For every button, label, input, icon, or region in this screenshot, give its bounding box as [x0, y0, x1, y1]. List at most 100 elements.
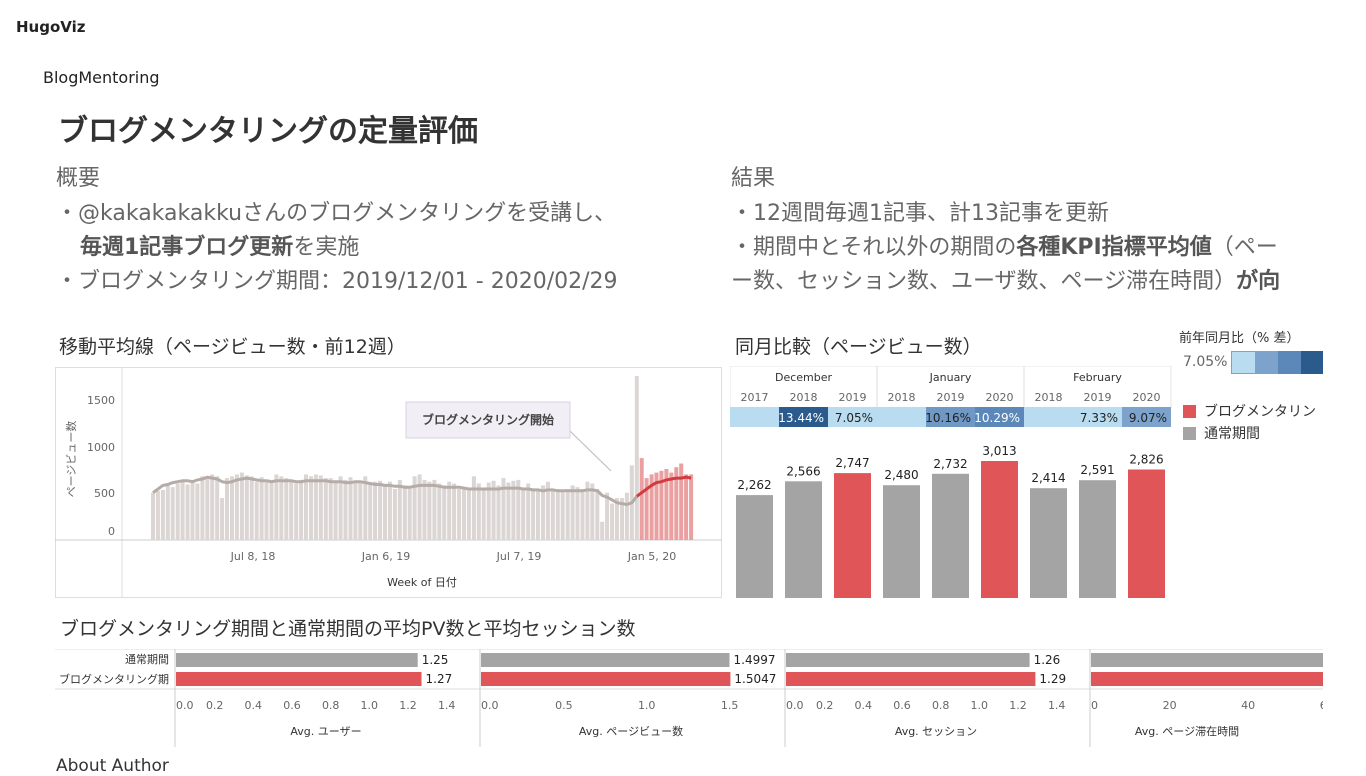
week-bar[interactable]: [200, 476, 204, 540]
week-bar[interactable]: [561, 491, 565, 540]
week-bar[interactable]: [156, 491, 160, 540]
comparison-bar[interactable]: [481, 672, 730, 686]
week-bar[interactable]: [329, 478, 333, 540]
yoy-bar[interactable]: [834, 473, 871, 598]
week-bar[interactable]: [368, 484, 372, 541]
comparison-bar[interactable]: [176, 653, 418, 667]
week-bar[interactable]: [240, 473, 244, 540]
moving-average-chart[interactable]: 1500 1000 500 0 ページビュー数 ブログメンタリング開始 Jul …: [55, 367, 723, 599]
week-bar[interactable]: [220, 498, 224, 540]
week-bar[interactable]: [482, 489, 486, 540]
week-bar[interactable]: [689, 474, 693, 540]
week-bar[interactable]: [393, 489, 397, 540]
yoy-bar[interactable]: [1030, 488, 1067, 598]
yoy-bar[interactable]: [1079, 480, 1116, 598]
week-bar[interactable]: [353, 482, 357, 540]
week-bar[interactable]: [279, 476, 283, 540]
week-bar[interactable]: [610, 504, 614, 540]
comparison-bar[interactable]: [481, 653, 730, 667]
comparison-bar[interactable]: [786, 653, 1030, 667]
week-bar[interactable]: [452, 484, 456, 541]
week-bar[interactable]: [358, 481, 362, 540]
week-bar[interactable]: [373, 482, 377, 540]
week-bar[interactable]: [462, 489, 466, 540]
legend-item-normal[interactable]: 通常期間: [1183, 422, 1323, 444]
week-bar[interactable]: [166, 485, 170, 540]
week-bar[interactable]: [191, 482, 195, 540]
week-bar[interactable]: [595, 489, 599, 540]
week-bar[interactable]: [171, 487, 175, 540]
diff-cell[interactable]: [1024, 407, 1073, 427]
week-bar[interactable]: [590, 484, 594, 541]
week-bar[interactable]: [506, 483, 510, 540]
yoy-bar[interactable]: [932, 474, 969, 598]
week-bar[interactable]: [161, 490, 165, 540]
site-name[interactable]: HugoViz: [16, 18, 86, 36]
week-bar[interactable]: [270, 480, 274, 540]
week-bar[interactable]: [334, 482, 338, 540]
comparison-bar[interactable]: [176, 672, 422, 686]
week-bar[interactable]: [576, 487, 580, 540]
week-bar[interactable]: [388, 482, 392, 540]
week-bar[interactable]: [205, 478, 209, 540]
week-bar[interactable]: [536, 489, 540, 540]
week-bar[interactable]: [600, 522, 604, 540]
week-bar[interactable]: [181, 480, 185, 540]
week-bar[interactable]: [427, 482, 431, 540]
week-bar[interactable]: [684, 474, 688, 540]
week-bar[interactable]: [487, 483, 491, 540]
comparison-chart[interactable]: 通常期間 ブログメンタリング期 1.251.270.0 0.2 0.4 0.6 0.8 1…: [55, 649, 1323, 748]
week-bar[interactable]: [314, 474, 318, 540]
comparison-bar[interactable]: [1091, 653, 1323, 667]
week-bar[interactable]: [437, 484, 441, 541]
week-bar[interactable]: [319, 475, 323, 540]
week-bar[interactable]: [274, 474, 278, 540]
week-bar[interactable]: [408, 487, 412, 540]
week-bar[interactable]: [679, 464, 683, 541]
week-bar[interactable]: [521, 489, 525, 540]
week-bar[interactable]: [581, 489, 585, 540]
week-bar[interactable]: [467, 489, 471, 540]
yoy-bar[interactable]: [1128, 470, 1165, 599]
week-bar[interactable]: [339, 476, 343, 540]
week-bar[interactable]: [349, 477, 353, 540]
comparison-bar[interactable]: [786, 672, 1035, 686]
week-bar[interactable]: [255, 482, 259, 540]
week-bar[interactable]: [423, 480, 427, 540]
week-bar[interactable]: [230, 476, 234, 540]
diff-cell[interactable]: [730, 407, 779, 427]
week-bar[interactable]: [289, 480, 293, 540]
week-bar[interactable]: [363, 476, 367, 540]
week-bar[interactable]: [260, 477, 264, 540]
week-bar[interactable]: [186, 485, 190, 541]
week-bar[interactable]: [176, 484, 180, 541]
week-bar[interactable]: [566, 489, 570, 540]
week-bar[interactable]: [215, 476, 219, 540]
week-bar[interactable]: [344, 480, 348, 540]
week-bar[interactable]: [526, 484, 530, 541]
week-bar[interactable]: [299, 480, 303, 540]
week-bar[interactable]: [511, 481, 515, 540]
diff-cell[interactable]: [877, 407, 926, 427]
yoy-bar[interactable]: [981, 461, 1018, 598]
week-bar[interactable]: [551, 489, 555, 540]
series-legend[interactable]: ブログメンタリン 通常期間: [1183, 400, 1323, 444]
week-bar[interactable]: [640, 458, 644, 540]
week-bar[interactable]: [442, 485, 446, 540]
week-bar[interactable]: [541, 485, 545, 540]
week-bar[interactable]: [432, 480, 436, 540]
week-bar[interactable]: [265, 481, 269, 540]
week-bar[interactable]: [151, 493, 155, 540]
week-bar[interactable]: [605, 493, 609, 540]
week-bar[interactable]: [250, 476, 254, 540]
week-bar[interactable]: [477, 484, 481, 541]
week-bar[interactable]: [245, 475, 249, 540]
week-bar[interactable]: [378, 481, 382, 540]
week-bar[interactable]: [304, 474, 308, 540]
yoy-bar[interactable]: [883, 485, 920, 598]
week-bar[interactable]: [556, 489, 560, 540]
week-bar[interactable]: [210, 474, 214, 540]
week-bar[interactable]: [235, 474, 239, 540]
week-bar[interactable]: [531, 489, 535, 540]
week-bar[interactable]: [457, 489, 461, 540]
